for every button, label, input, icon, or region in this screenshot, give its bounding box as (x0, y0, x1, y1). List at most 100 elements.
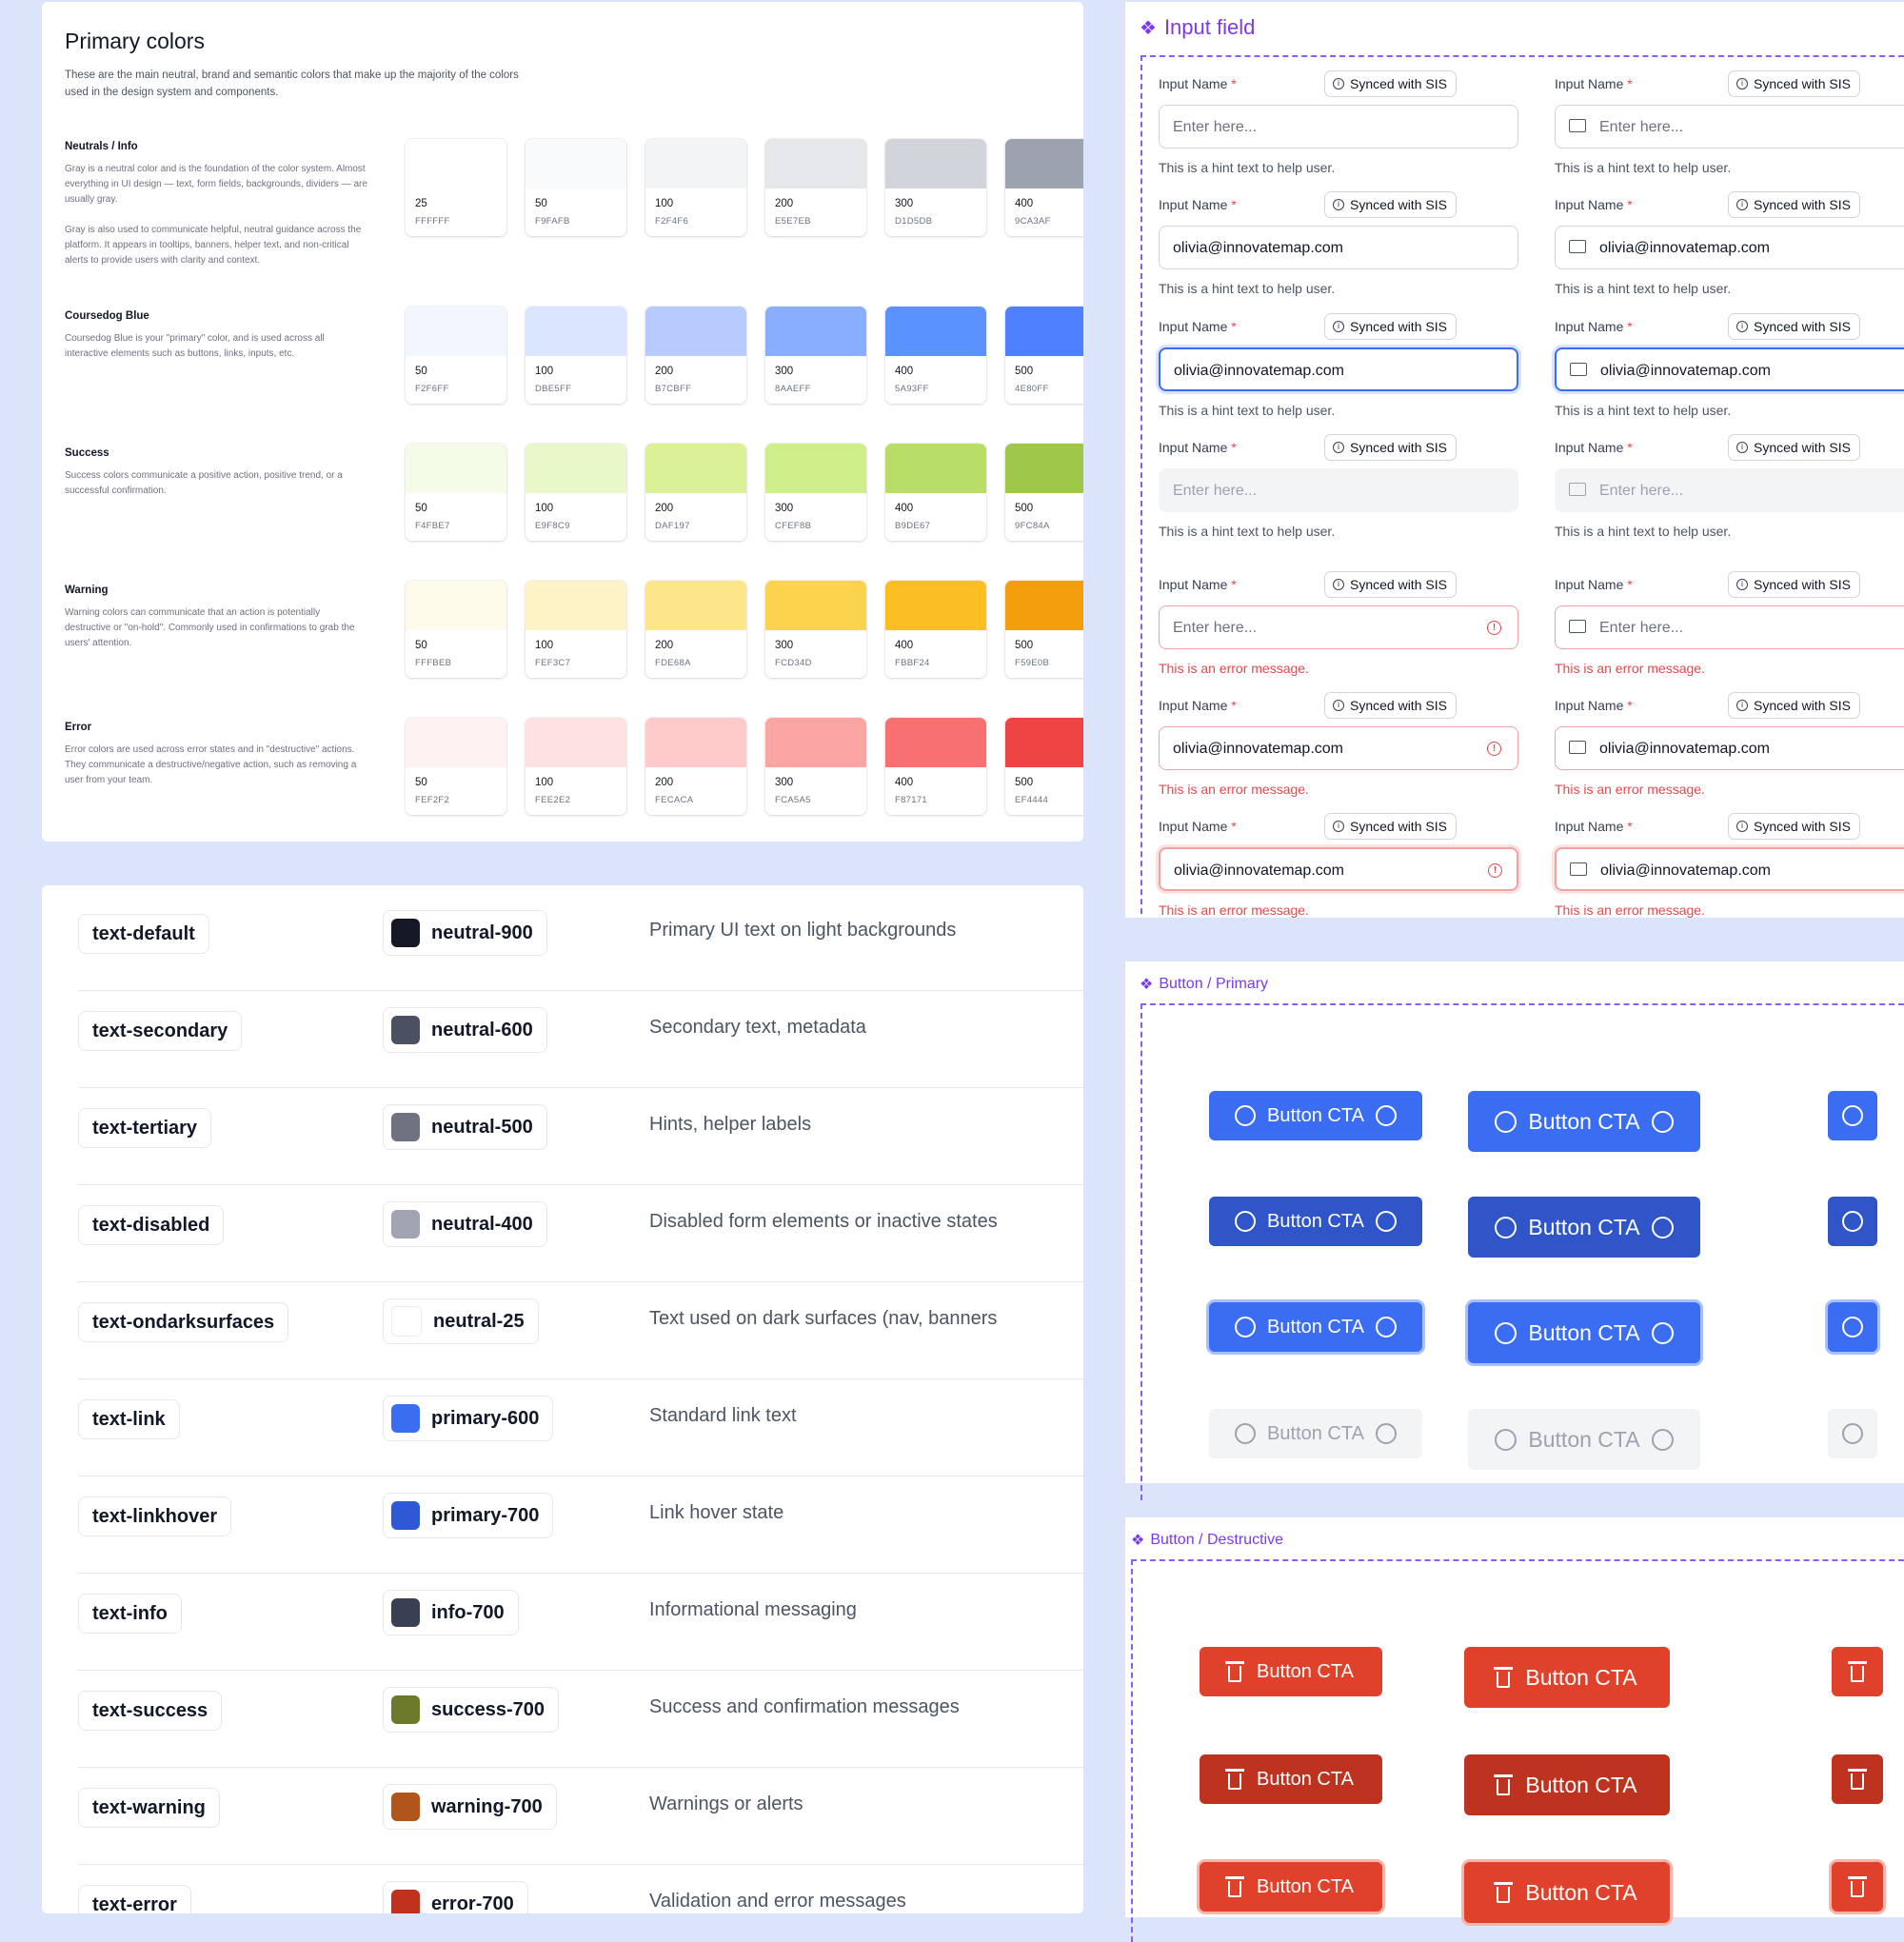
text-input[interactable]: Enter here...! (1555, 605, 1904, 649)
button-destructive-frame (1131, 1559, 1904, 1942)
swatch-step: 400 (895, 777, 914, 788)
primary-button[interactable] (1828, 1302, 1877, 1352)
sync-badge: i Synced with SIS (1324, 191, 1457, 218)
destructive-button[interactable]: Button CTA (1200, 1862, 1382, 1912)
swatch-step: 100 (535, 503, 554, 514)
swatch-hex: FDE68A (655, 658, 691, 668)
text-input[interactable]: olivia@innovatemap.com! (1159, 726, 1518, 770)
info-icon: i (1736, 442, 1748, 453)
required-asterisk: * (1231, 440, 1237, 455)
swatch-hex: F4FBE7 (415, 521, 450, 531)
swatch-chip (765, 718, 866, 767)
primary-button[interactable]: Button CTA (1468, 1197, 1700, 1258)
required-asterisk: * (1231, 197, 1237, 212)
input-label: Input Name * (1159, 819, 1237, 834)
token-reference-label: primary-600 (431, 1408, 540, 1429)
info-icon: i (1736, 700, 1748, 711)
input-label: Input Name * (1555, 319, 1633, 334)
required-asterisk: * (1627, 577, 1633, 592)
text-input[interactable]: olivia@innovatemap.com (1555, 347, 1904, 391)
primary-button[interactable] (1828, 1091, 1877, 1140)
text-input[interactable]: olivia@innovatemap.com! (1555, 847, 1904, 891)
input-label-text: Input Name (1159, 319, 1228, 334)
color-group-desc: Coursedog Blue is your "primary" color, … (65, 333, 325, 359)
text-input[interactable]: olivia@innovatemap.com (1555, 226, 1904, 269)
hint-text: This is a hint text to help user. (1555, 403, 1732, 418)
text-input[interactable]: Enter here... (1159, 105, 1518, 149)
info-icon: i (1333, 700, 1344, 711)
text-input[interactable]: olivia@innovatemap.com! (1555, 726, 1904, 770)
destructive-button[interactable]: Button CTA (1464, 1862, 1670, 1923)
table-row: text-link primary-600 Standard link text (78, 1378, 1083, 1476)
text-input[interactable]: Enter here...! (1159, 605, 1518, 649)
input-value: olivia@innovatemap.com (1600, 862, 1771, 879)
swatch-step: 500 (1015, 366, 1034, 377)
trash-icon (1225, 1768, 1245, 1790)
color-group-title: Error (65, 722, 92, 733)
circle-icon (1495, 1428, 1517, 1451)
text-input[interactable]: olivia@innovatemap.com! (1159, 847, 1518, 891)
swatch-chip (526, 718, 626, 767)
swatch-hex: DBE5FF (535, 384, 572, 394)
swatch-chip (526, 581, 626, 630)
table-row: text-secondary neutral-600 Secondary text,… (78, 990, 1083, 1088)
destructive-button[interactable]: Button CTA (1200, 1647, 1382, 1696)
error-message: This is an error message. (1555, 661, 1705, 676)
primary-button: Button CTA (1468, 1409, 1700, 1470)
required-asterisk: * (1231, 819, 1237, 834)
token-reference: neutral-400 (383, 1201, 547, 1247)
mail-icon (1570, 862, 1587, 876)
sync-badge: i Synced with SIS (1324, 571, 1457, 598)
destructive-button[interactable]: Button CTA (1200, 1754, 1382, 1804)
input-label-text: Input Name (1159, 698, 1228, 713)
swatch-hex: D1D5DB (895, 216, 933, 227)
destructive-button[interactable] (1832, 1862, 1883, 1912)
destructive-button[interactable] (1832, 1754, 1883, 1804)
destructive-button[interactable] (1832, 1647, 1883, 1696)
info-icon: i (1736, 199, 1748, 210)
sync-badge-label: Synced with SIS (1754, 440, 1851, 455)
token-description: Hints, helper labels (649, 1114, 812, 1135)
swatch-hex: B9DE67 (895, 521, 931, 531)
color-swatch: 200 B7CBFF (645, 307, 746, 404)
primary-button[interactable] (1828, 1197, 1877, 1246)
swatch-hex: 9CA3AF (1015, 216, 1051, 227)
primary-button[interactable]: Button CTA (1468, 1091, 1700, 1152)
text-input[interactable]: olivia@innovatemap.com (1159, 347, 1518, 391)
sync-badge-label: Synced with SIS (1350, 819, 1447, 834)
token-description: Standard link text (649, 1405, 797, 1426)
destructive-button[interactable]: Button CTA (1464, 1647, 1670, 1708)
table-row: text-error error-700 Validation and error … (78, 1864, 1083, 1913)
primary-button-label: Button CTA (1267, 1316, 1364, 1338)
mail-icon (1569, 619, 1586, 633)
primary-button-label: Button CTA (1528, 1214, 1640, 1239)
table-row: text-ondarksurfaces neutral-25 Text used o… (78, 1281, 1083, 1379)
text-input[interactable]: Enter here... (1555, 105, 1904, 149)
destructive-button-label: Button CTA (1257, 1768, 1354, 1790)
input-value: Enter here... (1173, 620, 1258, 636)
sync-badge-label: Synced with SIS (1754, 698, 1851, 713)
token-reference: info-700 (383, 1590, 519, 1635)
token-color-dot (391, 1016, 420, 1044)
destructive-button[interactable]: Button CTA (1464, 1754, 1670, 1815)
swatch-chip (765, 444, 866, 493)
sync-badge: i Synced with SIS (1728, 70, 1860, 97)
primary-button[interactable]: Button CTA (1209, 1091, 1422, 1140)
swatch-hex: 4E80FF (1015, 384, 1049, 394)
input-label-text: Input Name (1159, 197, 1228, 212)
circle-icon (1842, 1211, 1863, 1232)
text-input[interactable]: olivia@innovatemap.com (1159, 226, 1518, 269)
token-reference: neutral-600 (383, 1007, 547, 1053)
token-name: text-ondarksurfaces (78, 1302, 289, 1342)
trash-icon (1225, 1875, 1245, 1897)
primary-button[interactable]: Button CTA (1209, 1302, 1422, 1352)
input-field-panel: ❖ Input field Input Name * i Synced with S… (1125, 2, 1904, 918)
swatch-hex: FBBF24 (895, 658, 930, 668)
color-swatch: 200 FECACA (645, 718, 746, 815)
token-description: Warnings or alerts (649, 1793, 803, 1814)
required-asterisk: * (1231, 698, 1237, 713)
input-label-text: Input Name (1555, 819, 1624, 834)
color-swatch: 500 9FC84A (1005, 444, 1083, 541)
primary-button[interactable]: Button CTA (1209, 1197, 1422, 1246)
primary-button[interactable]: Button CTA (1468, 1302, 1700, 1363)
